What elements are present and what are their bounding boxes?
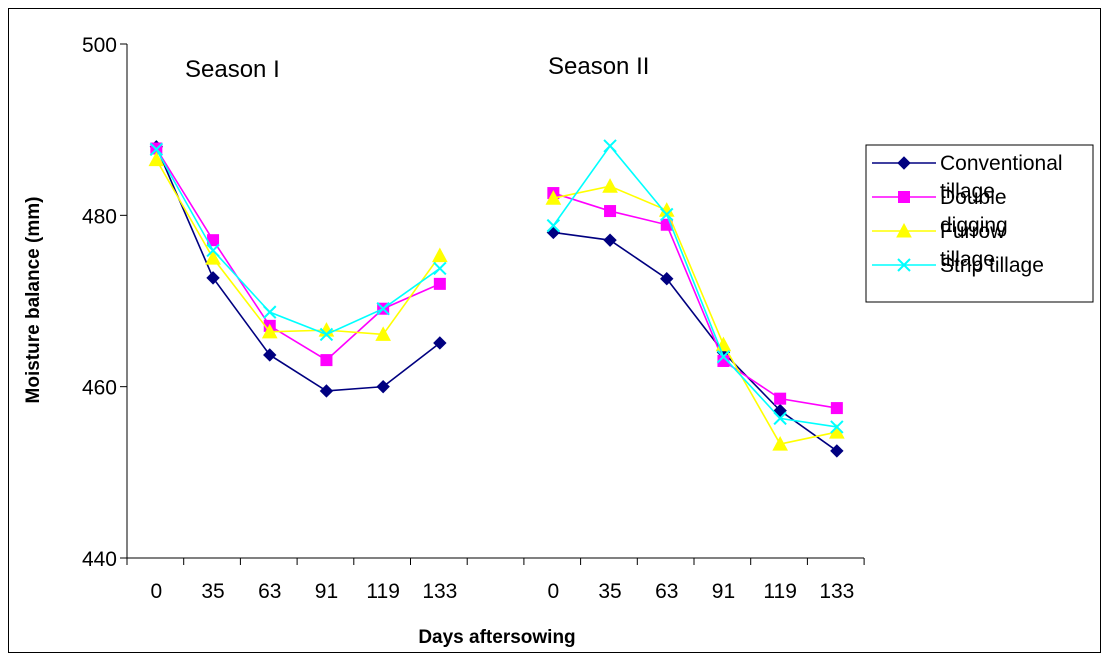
data-point-conventional-tillage (773, 403, 787, 418)
x-tick-label: 63 (258, 580, 281, 603)
x-axis-title: Days aftersowing (418, 627, 575, 648)
data-point-furrow-tillage (375, 326, 391, 341)
data-point-furrow-tillage (545, 190, 562, 205)
x-tick-label: 63 (655, 580, 678, 603)
series-line-double-digging-season1 (155, 148, 441, 362)
legend-marker-conventional-tillage (897, 156, 911, 170)
y-tick-label: 500 (82, 34, 117, 57)
data-point-furrow-tillage (602, 178, 618, 193)
data-point-double-digging (320, 354, 333, 367)
x-tick-label: 0 (548, 580, 560, 603)
legend-label: Strip tillage (940, 254, 1044, 277)
data-point-double-digging (774, 392, 787, 405)
season-label: Season I (185, 56, 280, 83)
data-point-conventional-tillage (546, 225, 561, 240)
x-tick-label: 133 (422, 580, 457, 603)
x-tick-label: 35 (201, 580, 224, 603)
y-tick-label: 460 (82, 377, 117, 400)
x-tick-label: 133 (819, 580, 854, 603)
data-point-conventional-tillage (263, 348, 277, 362)
data-point-strip-tillage (433, 261, 447, 276)
x-tick-label: 91 (315, 580, 338, 603)
data-point-strip-tillage (830, 420, 844, 434)
data-point-furrow-tillage (772, 436, 788, 451)
data-point-furrow-tillage (261, 323, 278, 339)
data-point-conventional-tillage (660, 272, 674, 286)
legend-label: digging (940, 214, 1008, 237)
series-line-double-digging-season2 (553, 192, 837, 409)
data-point-conventional-tillage (319, 384, 334, 398)
y-tick-label: 480 (82, 205, 117, 228)
x-tick-label: 91 (712, 580, 735, 603)
x-tick-label: 119 (763, 580, 796, 603)
x-tick-label: 119 (366, 580, 399, 603)
legend-label: Double (940, 186, 1007, 209)
data-point-strip-tillage (319, 327, 334, 342)
data-point-strip-tillage (603, 139, 617, 153)
data-point-double-digging (830, 402, 843, 415)
data-point-strip-tillage (206, 243, 220, 258)
legend-marker-furrow-tillage (896, 222, 912, 238)
legend-marker-double-digging (898, 191, 910, 203)
x-tick-label: 0 (151, 580, 163, 603)
data-point-strip-tillage (660, 207, 674, 222)
data-point-strip-tillage (716, 349, 731, 364)
data-point-double-digging (433, 277, 446, 290)
legend-marker-strip-tillage (897, 258, 911, 272)
chart-frame (8, 8, 1101, 653)
data-point-strip-tillage (376, 302, 390, 316)
data-point-conventional-tillage (433, 336, 447, 350)
data-point-conventional-tillage (830, 444, 844, 458)
legend-label: Furrow (940, 220, 1006, 243)
y-tick-label: 440 (82, 548, 117, 571)
legend-label: tillage (940, 180, 995, 203)
series-line-furrow-tillage-season2 (553, 185, 838, 445)
data-point-conventional-tillage (376, 379, 390, 394)
data-point-strip-tillage (546, 218, 561, 233)
data-point-conventional-tillage (603, 233, 617, 247)
data-point-furrow-tillage (205, 250, 221, 265)
x-tick-label: 35 (598, 580, 621, 603)
series-line-conventional-tillage-season1 (155, 146, 441, 392)
legend-label: Conventional (940, 152, 1063, 175)
data-point-furrow-tillage (432, 247, 448, 263)
data-point-double-digging (604, 205, 617, 218)
season-label: Season II (548, 53, 649, 80)
series-line-furrow-tillage-season1 (155, 159, 441, 336)
data-point-conventional-tillage (206, 271, 220, 285)
data-point-strip-tillage (263, 305, 277, 319)
series-line-strip-tillage-season1 (155, 148, 441, 336)
data-point-strip-tillage (149, 142, 164, 157)
series-line-strip-tillage-season2 (552, 144, 837, 428)
series-line-conventional-tillage-season2 (553, 231, 838, 452)
data-point-furrow-tillage (148, 151, 165, 167)
y-axis-title: Moisture balance (mm) (23, 197, 44, 404)
legend-label: tillage (940, 248, 995, 271)
data-point-strip-tillage (773, 411, 787, 426)
